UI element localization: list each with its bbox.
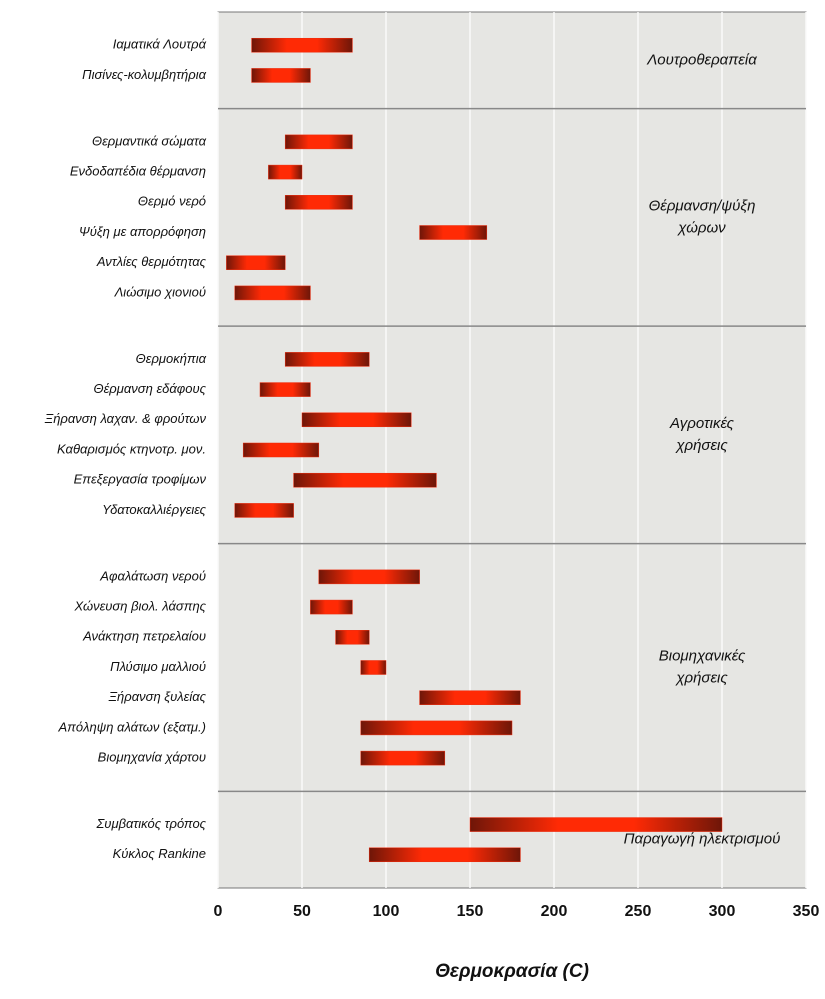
x-tick-label: 300 — [709, 903, 736, 920]
x-axis-label: Θερμοκρασία (C) — [435, 961, 589, 982]
range-bar — [368, 847, 521, 863]
x-tick-label: 50 — [293, 903, 311, 920]
range-bar — [360, 720, 513, 736]
range-bar — [284, 134, 353, 150]
group-label: Λουτροθεραπεία — [646, 51, 757, 68]
range-bar — [242, 442, 320, 458]
range-bar — [284, 352, 370, 367]
x-tick-label: 250 — [625, 903, 652, 920]
category-label: Αντλίες θερμότητας — [96, 254, 207, 269]
group-label: Αγροτικές χρήσεις — [669, 415, 735, 454]
category-label: Θερμό νερό — [138, 194, 206, 209]
x-tick-label: 350 — [793, 903, 820, 920]
category-label: Πλύσιμο μαλλιού — [110, 659, 206, 674]
category-label: Υδατοκαλλιέργειες — [102, 502, 207, 517]
x-tick-label: 200 — [541, 903, 568, 920]
range-bar — [226, 255, 286, 270]
category-label: Επεξεργασία τροφίμων — [74, 472, 207, 487]
range-bar — [251, 68, 311, 83]
category-label: Ανάκτηση πετρελαίου — [82, 629, 206, 644]
range-bar — [318, 569, 420, 585]
x-tick-label: 150 — [457, 903, 484, 920]
category-label: Απόληψη αλάτων (εξατμ.) — [58, 719, 206, 734]
category-label: Αφαλάτωση νερού — [99, 568, 206, 583]
group-label-line: χώρων — [676, 219, 726, 236]
category-label: Θερμοκήπια — [136, 351, 207, 366]
range-bar — [251, 37, 353, 53]
range-bar — [259, 382, 311, 397]
range-bar — [360, 750, 446, 766]
group-label-line: Βιομηχανικές — [659, 647, 746, 664]
group-label-line: χρήσεις — [674, 437, 728, 454]
range-bar — [419, 690, 521, 705]
range-bar — [301, 412, 412, 428]
category-label: Βιομηχανία χάρτου — [98, 750, 206, 765]
range-bar — [419, 225, 488, 240]
category-label: Ψύξη με απορρόφηση — [79, 224, 206, 239]
category-label: Χώνευση βιολ. λάσπης — [74, 599, 207, 614]
category-label: Κύκλος Rankine — [113, 846, 206, 861]
group-label-line: Λουτροθεραπεία — [646, 51, 757, 68]
category-label: Ξήρανση λαχαν. & φρούτων — [44, 411, 207, 426]
range-bar — [234, 285, 311, 301]
x-tick-label: 0 — [214, 903, 223, 920]
range-bar — [284, 195, 353, 210]
category-label: Καθαρισμός κτηνοτρ. μον. — [57, 441, 206, 456]
category-label: Ξήρανση ξυλείας — [108, 689, 207, 704]
category-label: Θερμαντικά σώματα — [92, 133, 207, 148]
category-label: Ενδοδαπέδια θέρμανση — [70, 164, 206, 179]
category-label: Λιώσιμο χιονιού — [114, 284, 206, 299]
range-bar — [335, 630, 370, 645]
group-label: Βιομηχανικές χρήσεις — [659, 647, 746, 686]
range-bar — [310, 599, 353, 615]
category-label: Πισίνες-κολυμβητήρια — [82, 67, 206, 82]
category-label: Ιαματικά Λουτρά — [113, 37, 207, 52]
range-bar — [360, 660, 387, 675]
group-label-line: Αγροτικές — [669, 415, 735, 432]
category-label: Συμβατικός τρόπος — [96, 816, 207, 831]
group-label-line: Παραγωγή ηλεκτρισμού — [624, 831, 781, 848]
range-bar — [234, 503, 294, 518]
range-bar — [293, 472, 437, 488]
group-label-line: χρήσεις — [674, 669, 728, 686]
range-bar — [268, 164, 303, 180]
group-label: Θέρμανση/ψύξη χώρων — [649, 197, 756, 236]
group-label: Παραγωγή ηλεκτρισμού — [624, 831, 781, 848]
range-bar — [469, 817, 723, 832]
category-label: Θέρμανση εδάφους — [93, 381, 206, 396]
group-label-line: Θέρμανση/ψύξη — [649, 197, 756, 214]
x-tick-label: 100 — [373, 903, 400, 920]
